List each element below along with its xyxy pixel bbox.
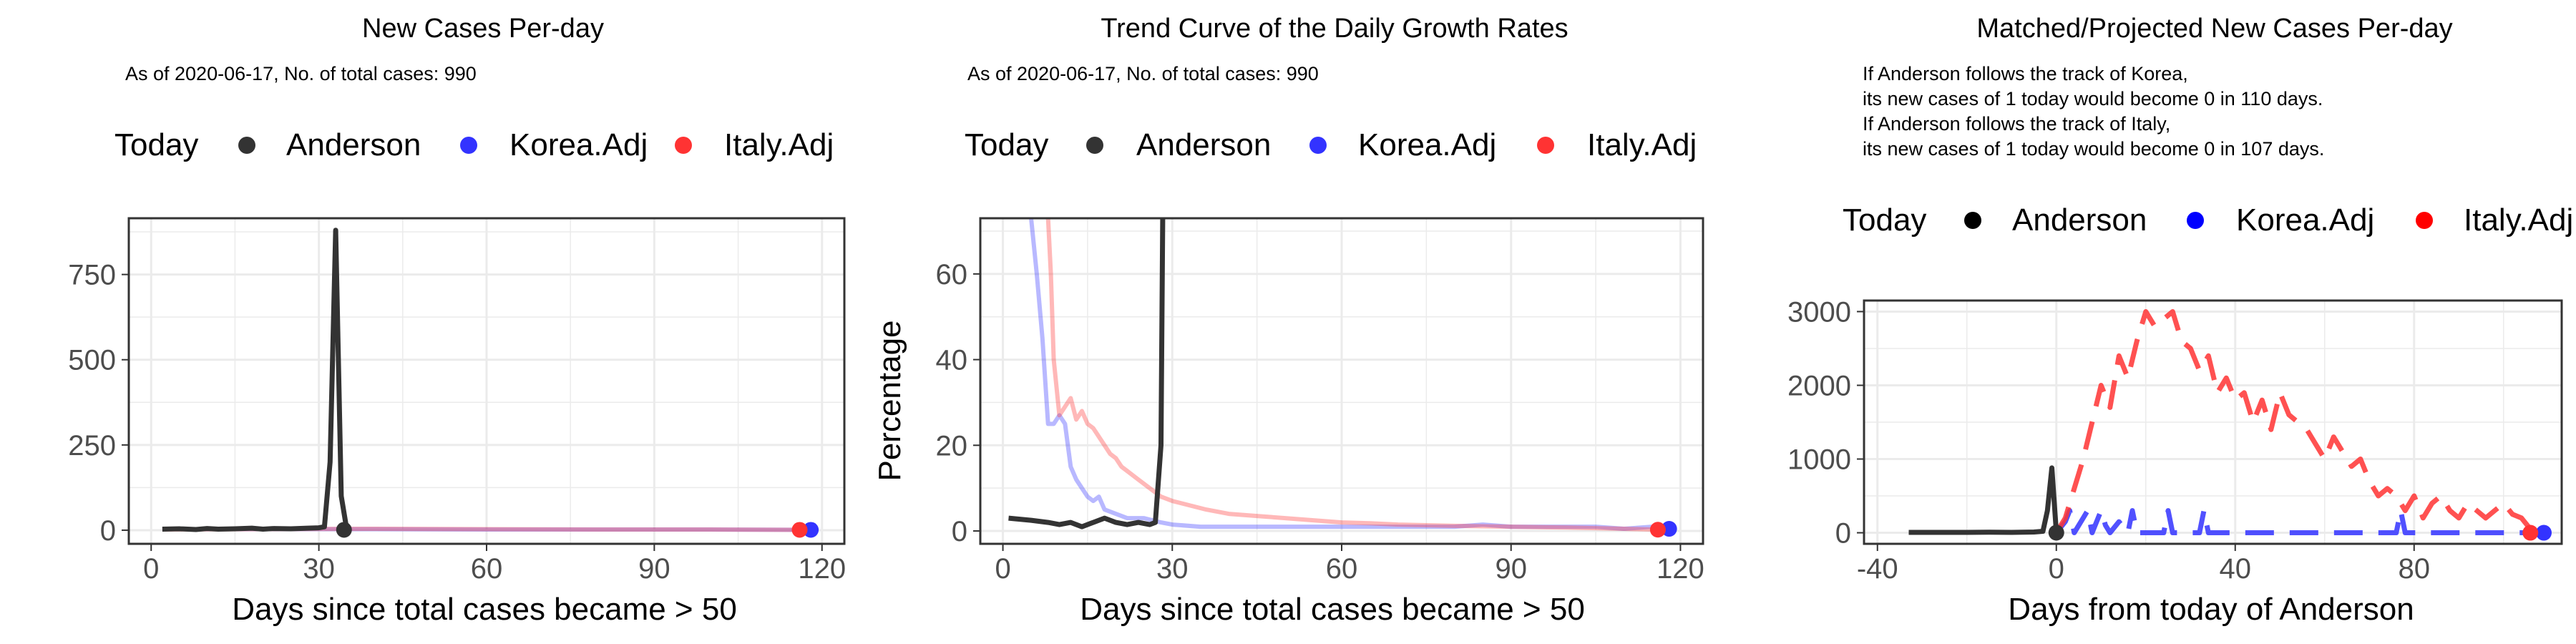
y-tick-label: 0 — [1835, 518, 1851, 550]
x-tick-label: 30 — [1156, 553, 1189, 585]
panel2-legend-label-italy: Italy.Adj — [1587, 127, 1697, 162]
today-point-italy-adj — [2522, 525, 2539, 541]
panel3-legend-label-italy: Italy.Adj — [2464, 203, 2573, 238]
today-point-korea-adj — [803, 522, 819, 538]
x-tick-label: 120 — [1657, 553, 1704, 585]
panel3-legend: Today Anderson Korea.Adj Italy.Adj — [1843, 203, 2573, 238]
panel1-plot-area: 0 30 60 90 120 0 250 500 750 — [68, 217, 846, 585]
series-line-korea-adj — [1029, 218, 1670, 531]
y-tick-label: 250 — [68, 430, 116, 462]
panel1-legend-label-italy: Italy.Adj — [724, 127, 834, 162]
panel1-legend-key-anderson — [238, 137, 255, 154]
panel3-subtitle-line: If Anderson follows the track of Italy, — [1863, 113, 2170, 135]
panel2-legend-title: Today — [965, 127, 1048, 162]
panel3-legend-title: Today — [1843, 203, 1926, 238]
panel2-title: Trend Curve of the Daily Growth Rates — [1101, 14, 1568, 44]
y-tick-label: 750 — [68, 260, 116, 291]
panel3-title: Matched/Projected New Cases Per-day — [1976, 14, 2452, 44]
series-line-anderson — [1908, 465, 2059, 535]
panel2-legend-key-anderson — [1086, 137, 1103, 154]
panel2-x-axis-title: Days since total cases became > 50 — [1080, 592, 1585, 627]
today-point-anderson — [336, 522, 352, 538]
panel3-subtitle-line: its new cases of 1 today would become 0 … — [1863, 88, 2323, 109]
panel2-legend-key-korea — [1309, 137, 1327, 154]
panel3-legend-key-italy — [2416, 212, 2433, 229]
x-tick-label: 0 — [2049, 553, 2064, 585]
x-tick-label: 90 — [638, 553, 670, 585]
y-tick-label: 2000 — [1787, 370, 1851, 401]
x-tick-label: -40 — [1857, 553, 1898, 585]
y-tick-label: 0 — [100, 515, 116, 547]
plot-border — [1863, 299, 2563, 545]
panel3-subtitle-line: its new cases of 1 today would become 0 … — [1863, 138, 2324, 160]
panel2-legend-key-italy — [1537, 137, 1554, 154]
panel1-legend-label-anderson: Anderson — [286, 127, 421, 162]
panel3-legend-key-korea — [2187, 212, 2204, 229]
panel3-legend-key-anderson — [1964, 212, 1981, 229]
x-tick-label: 60 — [1326, 553, 1358, 585]
panel2-legend: Today Anderson Korea.Adj Italy.Adj — [965, 127, 1697, 162]
y-tick-label: 3000 — [1787, 296, 1851, 328]
x-tick-label: 0 — [995, 553, 1010, 585]
y-tick-label: 60 — [936, 259, 968, 291]
y-tick-label: 0 — [952, 516, 967, 547]
panel1-legend-key-italy — [675, 137, 692, 154]
y-tick-label: 20 — [936, 430, 968, 462]
panel3-legend-label-anderson: Anderson — [2012, 203, 2147, 238]
panel1-legend-title: Today — [114, 127, 198, 162]
panel1-title: New Cases Per-day — [362, 14, 604, 44]
plot-border — [979, 217, 1704, 545]
panel-projected: Matched/Projected New Cases Per-day If A… — [1787, 14, 2573, 627]
panel-growth-rates: Trend Curve of the Daily Growth Rates As… — [872, 14, 1704, 627]
y-tick-label: 500 — [68, 345, 116, 376]
x-tick-label: 60 — [471, 553, 503, 585]
today-point-italy-adj — [1649, 522, 1666, 538]
x-tick-label: 120 — [798, 553, 846, 585]
today-point-italy-adj — [791, 522, 808, 538]
panel2-subtitle: As of 2020-06-17, No. of total cases: 99… — [967, 63, 1319, 84]
panel2-legend-label-korea: Korea.Adj — [1358, 127, 1496, 162]
panel1-x-axis-title: Days since total cases became > 50 — [232, 592, 737, 627]
panel1-legend-label-korea: Korea.Adj — [509, 127, 648, 162]
panel2-y-axis-title: Percentage — [872, 320, 907, 481]
today-point-korea-adj — [1661, 521, 1677, 537]
panel3-subtitle: If Anderson follows the track of Korea, … — [1863, 63, 2324, 160]
panel2-legend-label-anderson: Anderson — [1136, 127, 1271, 162]
panel2-plot-area: 0 30 60 90 120 0 20 40 60 — [936, 217, 1704, 585]
plot-border — [127, 217, 846, 545]
y-tick-label: 1000 — [1787, 444, 1851, 476]
today-point-korea-adj — [2536, 525, 2552, 541]
series-line-anderson — [1008, 218, 1166, 530]
x-tick-label: 40 — [2220, 553, 2252, 585]
panel1-subtitle: As of 2020-06-17, No. of total cases: 99… — [125, 63, 477, 84]
series-line-italy-adj — [1045, 218, 1658, 532]
series-line-italy-adj — [2054, 309, 2533, 535]
panel-new-cases: New Cases Per-day As of 2020-06-17, No. … — [68, 14, 846, 627]
panel3-subtitle-line: If Anderson follows the track of Korea, — [1863, 63, 2188, 84]
panel3-legend-label-korea: Korea.Adj — [2236, 203, 2374, 238]
x-tick-label: 80 — [2399, 553, 2431, 585]
panel1-legend: Today Anderson Korea.Adj Italy.Adj — [114, 127, 834, 162]
today-point-anderson — [2048, 525, 2064, 541]
y-tick-label: 40 — [936, 345, 968, 376]
panel1-legend-key-korea — [460, 137, 477, 154]
x-tick-label: 0 — [143, 553, 159, 585]
series-line-anderson — [162, 228, 350, 532]
x-tick-label: 30 — [303, 553, 335, 585]
x-tick-label: 90 — [1495, 553, 1527, 585]
panel3-x-axis-title: Days from today of Anderson — [2008, 592, 2414, 627]
series-line-korea-adj — [2054, 508, 2540, 535]
